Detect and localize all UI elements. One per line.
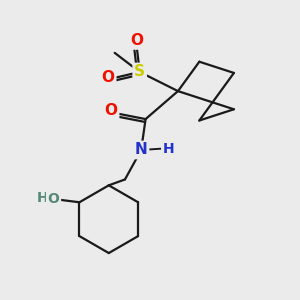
Text: O: O xyxy=(102,70,115,86)
Text: S: S xyxy=(134,64,145,80)
Text: N: N xyxy=(135,142,148,158)
Text: O: O xyxy=(48,192,59,206)
Text: O: O xyxy=(105,103,118,118)
Text: H: H xyxy=(163,142,174,155)
Text: H: H xyxy=(37,191,49,205)
Text: O: O xyxy=(130,33,143,48)
